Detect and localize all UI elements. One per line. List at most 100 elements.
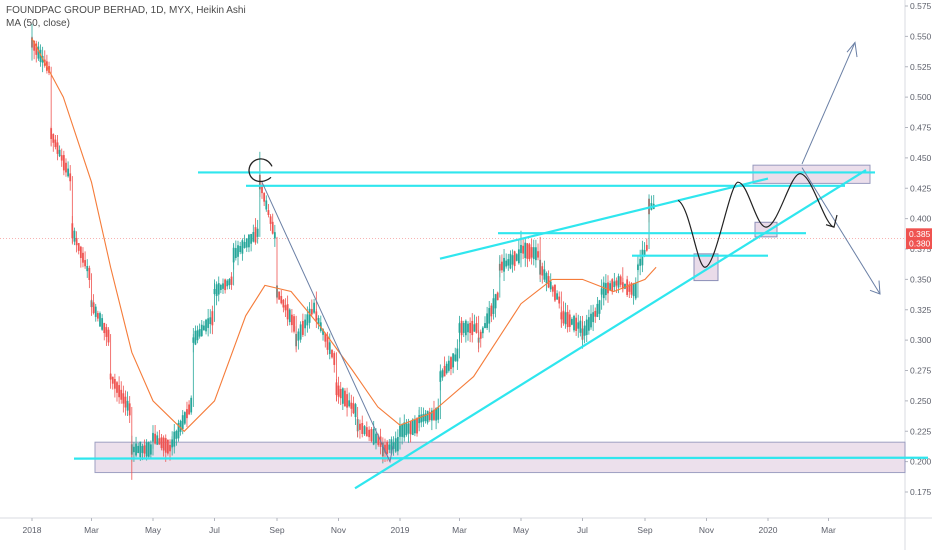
candle-body: [350, 402, 353, 409]
candle-body: [306, 314, 309, 326]
candle-body: [194, 330, 197, 345]
candle-body: [409, 421, 412, 435]
candle-body: [573, 315, 575, 331]
candle-body: [630, 283, 633, 295]
candle-body: [326, 335, 329, 350]
candle-body: [537, 251, 539, 258]
candle-body: [481, 327, 484, 334]
candle-body: [122, 393, 125, 404]
candle-body: [299, 324, 302, 340]
candle-body: [267, 210, 270, 216]
candle-body: [390, 439, 393, 454]
candle-body: [587, 317, 590, 331]
candle-body: [273, 232, 276, 239]
candle-body: [426, 410, 429, 423]
y-tick-label: 0.200: [910, 457, 932, 467]
candle-body: [532, 247, 535, 259]
drop-arrow-head: [382, 445, 394, 464]
candle-body: [505, 260, 508, 267]
candle-body: [643, 250, 646, 256]
candle-body: [634, 282, 637, 299]
candle-body: [239, 245, 242, 253]
candle-body: [530, 247, 533, 258]
candle-body: [317, 317, 320, 325]
candle-body: [77, 243, 80, 251]
candle-body: [228, 279, 231, 286]
candle-body: [577, 322, 580, 329]
ascending-trendline: [354, 169, 867, 490]
candle-body: [243, 241, 246, 248]
candle-body: [124, 396, 127, 408]
candle-body: [84, 260, 86, 267]
candle-body: [333, 353, 336, 365]
candle-body: [173, 431, 176, 447]
candle-body: [609, 283, 612, 291]
candle-body: [120, 389, 123, 400]
target-box-mid: [754, 221, 778, 238]
candle-body: [313, 302, 315, 313]
candle-body: [372, 429, 375, 445]
candle-body: [564, 312, 567, 325]
candle-body: [339, 388, 342, 399]
candle-body: [35, 43, 38, 55]
candle-body: [492, 298, 495, 314]
candle-body: [479, 331, 482, 339]
candle-body: [422, 414, 425, 422]
candle-body: [628, 284, 631, 292]
candle-body: [594, 310, 597, 317]
candle-body: [92, 302, 95, 314]
candle-body: [428, 412, 431, 420]
candle-body: [222, 283, 224, 289]
candle-body: [99, 313, 101, 327]
candle-body: [86, 266, 89, 272]
x-tick-label: Nov: [331, 525, 347, 535]
candle-body: [226, 280, 229, 287]
candle-body: [186, 409, 188, 419]
candle-body: [160, 437, 163, 449]
candle-body: [54, 139, 57, 148]
candle-body: [94, 306, 97, 317]
up-arrow-head: [846, 41, 858, 58]
candle-body: [407, 423, 410, 434]
candle-body: [549, 281, 552, 290]
candle-body: [207, 318, 210, 328]
candle-body: [219, 284, 222, 290]
candle-body: [290, 314, 293, 326]
candle-body: [435, 407, 437, 421]
candle-body: [252, 232, 255, 242]
x-tick-label: 2020: [759, 525, 778, 535]
candle-body: [645, 244, 648, 251]
candle-body: [230, 276, 233, 285]
candle-body: [615, 280, 618, 286]
candle-body: [278, 291, 281, 300]
candle-body: [103, 322, 106, 334]
candle-body: [462, 323, 465, 333]
candle-body: [445, 363, 448, 374]
candle-body: [116, 382, 118, 393]
candle-body: [571, 319, 573, 325]
candle-body: [177, 422, 180, 439]
candle-body: [198, 329, 201, 337]
y-tick-label: 0.250: [910, 396, 932, 406]
candle-body: [261, 186, 263, 194]
candle-body: [293, 316, 295, 332]
candle-body: [456, 348, 459, 362]
candle-body: [545, 273, 548, 284]
candle-body: [507, 259, 510, 266]
x-axis-ticks: 2018 Mar May Jul Sep Nov 2019 Mar May Jul Sep Nov 20…: [23, 518, 836, 535]
candle-body: [348, 400, 351, 407]
candle-body: [639, 258, 642, 266]
indicator-label: MA (50, close): [6, 18, 70, 29]
candle-body: [133, 446, 135, 453]
ma-50-line: [31, 38, 657, 433]
candle-body: [200, 324, 203, 337]
candle-body: [60, 155, 63, 161]
y-tick-label: 0.400: [910, 214, 932, 224]
candle-body: [568, 314, 571, 327]
price-badge-label: 0.380: [909, 239, 931, 249]
candle-body: [441, 370, 444, 378]
candle-body: [416, 418, 418, 434]
candle-body: [33, 40, 36, 51]
